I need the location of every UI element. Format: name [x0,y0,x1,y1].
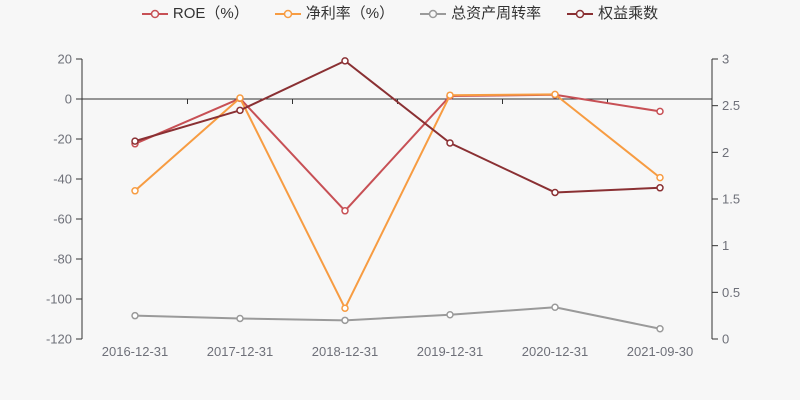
y-axis-right-label: 2 [722,145,729,160]
series-line-asset-turnover [134,306,661,330]
legend-marker-icon [141,9,168,18]
data-point-asset-turnover [236,314,244,323]
x-axis-label: 2020-12-31 [522,344,589,359]
y-axis-right-label: 3 [722,52,729,67]
data-point-net-profit-margin [656,173,664,182]
data-point-equity-multiplier [446,139,454,147]
data-point-equity-multiplier [656,184,664,192]
y-axis-right-label: 1.5 [722,192,740,207]
data-point-equity-multiplier [551,188,559,197]
x-axis-label: 2019-12-31 [417,344,484,359]
x-axis-label: 2017-12-31 [207,344,274,359]
data-point-net-profit-margin [341,304,349,312]
legend-label: 总资产周转率 [451,5,542,22]
y-axis-right-label: 0 [722,332,729,347]
legend-marker-icon [274,9,301,18]
y-axis-right-label: 2.5 [722,98,740,113]
data-point-asset-turnover [446,310,454,319]
chart-legend: ROE（%） 净利率（%） 总资产周转率 权益乘数 [0,6,800,21]
y-axis-left-label: -80 [53,252,72,267]
legend-item-equity-multiplier[interactable]: 权益乘数 [567,6,658,21]
data-point-asset-turnover [131,311,139,320]
series-line-net-profit-margin [134,93,661,310]
y-axis-left-label: 0 [65,92,72,107]
data-point-roe [341,207,349,215]
legend-label: 净利率（%） [305,5,395,22]
data-point-asset-turnover [656,324,664,333]
y-axis-left-label: -40 [53,172,72,187]
y-axis-right-label: 0.5 [722,285,740,300]
legend-marker-icon [567,9,594,18]
legend-item-roe[interactable]: ROE（%） [141,5,249,22]
data-point-net-profit-margin [551,90,559,99]
legend-item-net-profit-margin[interactable]: 净利率（%） [274,5,395,22]
x-axis-label: 2018-12-31 [312,344,379,359]
y-axis-right-label: 1 [722,238,729,253]
series-line-roe [134,93,661,212]
y-axis-left-label: -100 [46,292,72,307]
data-point-asset-turnover [341,316,349,325]
y-axis-left-label: -120 [46,332,72,347]
data-point-equity-multiplier [236,106,244,115]
data-point-roe [656,107,664,116]
series-line-equity-multiplier [134,59,661,194]
data-point-equity-multiplier [131,137,139,145]
legend-item-asset-turnover[interactable]: 总资产周转率 [420,6,541,21]
data-point-net-profit-margin [131,187,139,195]
data-point-asset-turnover [551,303,559,312]
x-axis-label: 2021-09-30 [627,344,694,359]
legend-label: ROE（%） [172,5,249,22]
data-point-net-profit-margin [236,94,244,102]
y-axis-left-label: -20 [53,132,72,147]
data-point-equity-multiplier [341,57,349,65]
y-axis-left-label: -60 [53,212,72,227]
x-axis-label: 2016-12-31 [102,344,169,359]
legend-label: 权益乘数 [598,5,659,22]
data-point-net-profit-margin [446,91,454,99]
legend-marker-icon [420,9,447,18]
y-axis-left-label: 20 [58,52,72,67]
